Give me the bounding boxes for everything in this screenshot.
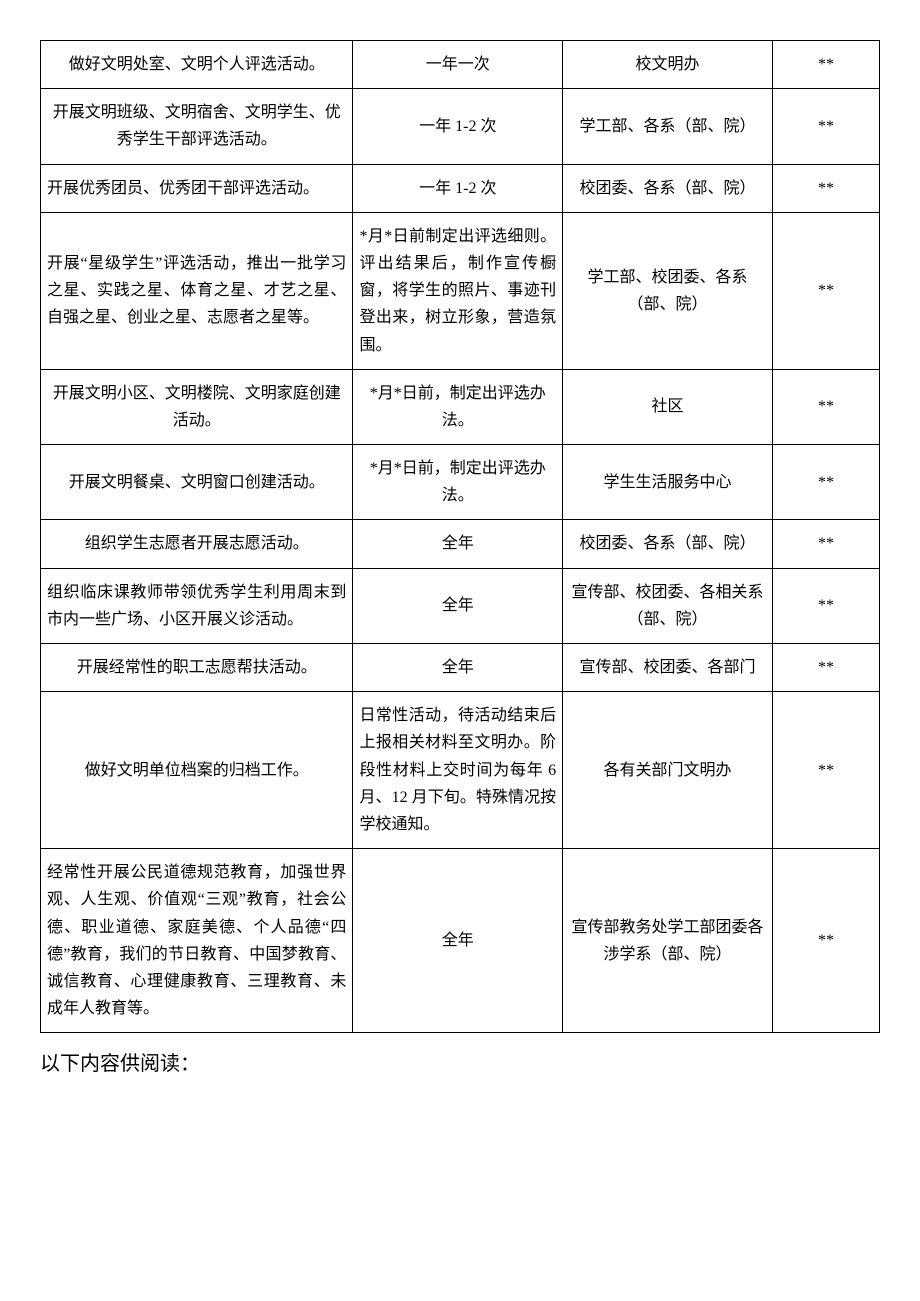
table-cell: 日常性活动，待活动结束后上报相关材料至文明办。阶段性材料上交时间为每年 6 月、… — [353, 692, 563, 849]
table-cell: 开展经常性的职工志愿帮扶活动。 — [41, 644, 353, 692]
table-cell: ** — [772, 849, 879, 1033]
table-cell: 开展文明餐桌、文明窗口创建活动。 — [41, 445, 353, 520]
table-row: 开展经常性的职工志愿帮扶活动。全年宣传部、校团委、各部门** — [41, 644, 880, 692]
table-cell: 各有关部门文明办 — [563, 692, 773, 849]
table-cell: ** — [772, 568, 879, 643]
table-cell: 校文明办 — [563, 41, 773, 89]
table-cell: 一年 1-2 次 — [353, 89, 563, 164]
table-cell: 经常性开展公民道德规范教育，加强世界观、人生观、价值观“三观”教育，社会公德、职… — [41, 849, 353, 1033]
table-row: 开展“星级学生”评选活动，推出一批学习之星、实践之星、体育之星、才艺之星、自强之… — [41, 212, 880, 369]
table-cell: ** — [772, 41, 879, 89]
table-cell: 校团委、各系（部、院） — [563, 164, 773, 212]
table-cell: 学生生活服务中心 — [563, 445, 773, 520]
table-cell: 学工部、各系（部、院） — [563, 89, 773, 164]
table-body: 做好文明处室、文明个人评选活动。一年一次校文明办**开展文明班级、文明宿舍、文明… — [41, 41, 880, 1033]
table-cell: 全年 — [353, 520, 563, 568]
table-cell: 组织学生志愿者开展志愿活动。 — [41, 520, 353, 568]
table-cell: 开展“星级学生”评选活动，推出一批学习之星、实践之星、体育之星、才艺之星、自强之… — [41, 212, 353, 369]
table-cell: ** — [772, 164, 879, 212]
table-row: 经常性开展公民道德规范教育，加强世界观、人生观、价值观“三观”教育，社会公德、职… — [41, 849, 880, 1033]
table-row: 做好文明处室、文明个人评选活动。一年一次校文明办** — [41, 41, 880, 89]
table-cell: ** — [772, 692, 879, 849]
table-cell: 做好文明处室、文明个人评选活动。 — [41, 41, 353, 89]
table-cell: ** — [772, 212, 879, 369]
table-cell: ** — [772, 369, 879, 444]
table-cell: ** — [772, 445, 879, 520]
table-row: 开展优秀团员、优秀团干部评选活动。一年 1-2 次校团委、各系（部、院）** — [41, 164, 880, 212]
activity-table: 做好文明处室、文明个人评选活动。一年一次校文明办**开展文明班级、文明宿舍、文明… — [40, 40, 880, 1033]
table-cell: 学工部、校团委、各系（部、院） — [563, 212, 773, 369]
table-row: 开展文明小区、文明楼院、文明家庭创建活动。*月*日前，制定出评选办法。社区** — [41, 369, 880, 444]
table-cell: 一年一次 — [353, 41, 563, 89]
table-cell: ** — [772, 89, 879, 164]
table-cell: 宣传部、校团委、各部门 — [563, 644, 773, 692]
table-cell: 校团委、各系（部、院） — [563, 520, 773, 568]
table-cell: ** — [772, 644, 879, 692]
table-cell: 全年 — [353, 644, 563, 692]
table-cell: 开展优秀团员、优秀团干部评选活动。 — [41, 164, 353, 212]
table-cell: 做好文明单位档案的归档工作。 — [41, 692, 353, 849]
table-cell: *月*日前，制定出评选办法。 — [353, 369, 563, 444]
table-cell: 全年 — [353, 849, 563, 1033]
table-cell: ** — [772, 520, 879, 568]
table-cell: 社区 — [563, 369, 773, 444]
table-row: 组织临床课教师带领优秀学生利用周末到市内一些广场、小区开展义诊活动。全年宣传部、… — [41, 568, 880, 643]
footer-text: 以下内容供阅读： — [40, 1047, 880, 1076]
table-cell: 宣传部教务处学工部团委各涉学系（部、院） — [563, 849, 773, 1033]
table-row: 组织学生志愿者开展志愿活动。全年校团委、各系（部、院）** — [41, 520, 880, 568]
table-cell: 开展文明班级、文明宿舍、文明学生、优秀学生干部评选活动。 — [41, 89, 353, 164]
table-cell: 一年 1-2 次 — [353, 164, 563, 212]
table-cell: 全年 — [353, 568, 563, 643]
table-cell: 宣传部、校团委、各相关系（部、院） — [563, 568, 773, 643]
table-cell: 组织临床课教师带领优秀学生利用周末到市内一些广场、小区开展义诊活动。 — [41, 568, 353, 643]
table-row: 做好文明单位档案的归档工作。日常性活动，待活动结束后上报相关材料至文明办。阶段性… — [41, 692, 880, 849]
table-cell: *月*日前，制定出评选办法。 — [353, 445, 563, 520]
table-cell: *月*日前制定出评选细则。评出结果后，制作宣传橱窗，将学生的照片、事迹刊登出来，… — [353, 212, 563, 369]
table-row: 开展文明餐桌、文明窗口创建活动。*月*日前，制定出评选办法。学生生活服务中心** — [41, 445, 880, 520]
table-cell: 开展文明小区、文明楼院、文明家庭创建活动。 — [41, 369, 353, 444]
table-row: 开展文明班级、文明宿舍、文明学生、优秀学生干部评选活动。一年 1-2 次学工部、… — [41, 89, 880, 164]
